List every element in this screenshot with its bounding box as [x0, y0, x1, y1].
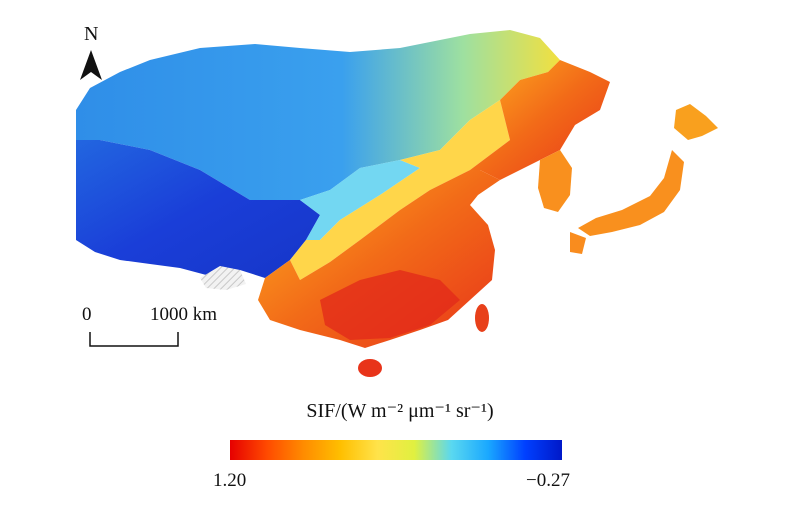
legend-max-label: 1.20: [213, 470, 247, 491]
region-japan-kyushu: [570, 232, 586, 254]
scale-start-label: 0: [82, 304, 92, 325]
region-hainan: [358, 359, 382, 377]
north-label: N: [84, 23, 99, 45]
legend-title: SIF/(W m⁻² μm⁻¹ sr⁻¹): [306, 400, 494, 422]
region-north-desert: [76, 30, 560, 200]
legend-min-label: −0.27: [526, 470, 570, 491]
north-arrow-icon: [80, 50, 102, 80]
legend-color-bar: [230, 440, 562, 460]
region-northeast: [470, 60, 610, 180]
no-data-area: [200, 266, 246, 290]
region-korea: [538, 150, 572, 212]
region-japan-hokkaido: [674, 104, 718, 140]
region-transition-cyan: [300, 160, 420, 240]
region-taiwan: [475, 304, 489, 332]
region-transition-yellow: [290, 100, 510, 280]
region-plateau: [76, 140, 320, 278]
region-south-hotspot: [320, 270, 460, 340]
scale-end-label: 1000 km: [150, 304, 218, 325]
scale-bar: [89, 332, 179, 347]
region-japan-honshu: [578, 150, 684, 236]
